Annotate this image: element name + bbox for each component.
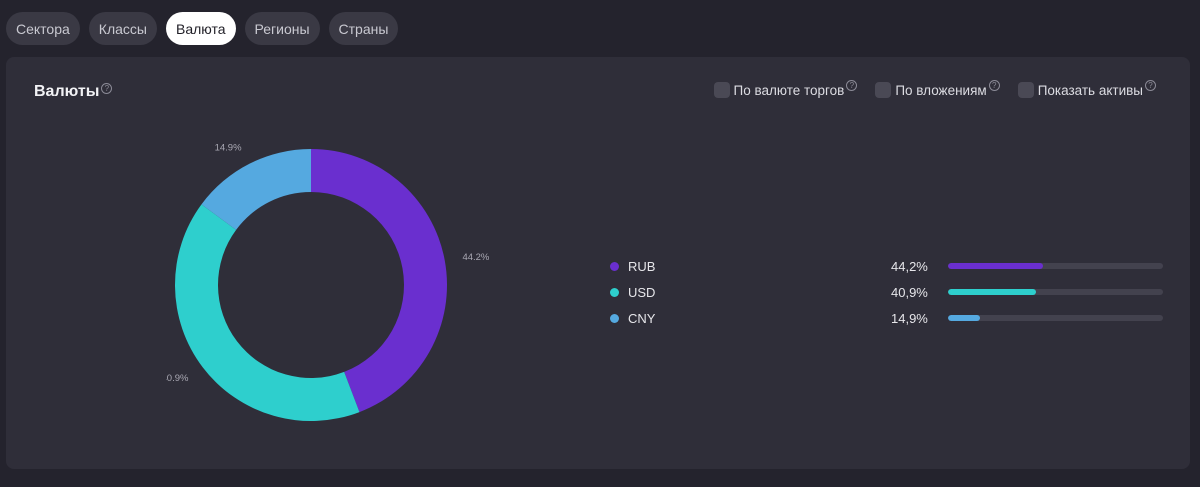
legend-label: CNY [628,310,656,326]
tab-currency[interactable]: Валюта [165,12,236,45]
checkbox-trade-currency[interactable] [713,82,730,98]
chart-legend: RUB USD CNY [610,253,655,331]
filter-show-assets-label: Показать активы [1037,82,1143,98]
bar-fill-usd [948,289,1036,295]
filter-trade-currency-label: По валюте торгов [733,82,845,98]
help-icon[interactable]: ? [101,83,113,94]
chart-bars: 44,2% 40,9% 14,9% [886,253,1163,331]
filter-trade-currency[interactable]: По валюте торгов ? [713,80,858,98]
bar-row-rub: 44,2% [886,253,1163,279]
slice-label-rub: 44.2% [462,252,489,263]
slice-label-usd: 40.9% [166,373,189,384]
tab-countries[interactable]: Страны [328,12,399,45]
card-title: Валюты [34,83,100,100]
currency-card: Валюты ? По валюте торгов ? По вложениям… [6,57,1190,469]
bar-percent: 40,9% [891,284,928,300]
legend-item-rub: RUB [610,253,655,279]
legend-item-usd: USD [610,279,655,305]
bar-track [948,263,1163,269]
bar-track [948,315,1163,321]
filters: По валюте торгов ? По вложениям ? Показа… [713,80,1156,98]
legend-dot [610,261,619,271]
tab-bar: Сектора Классы Валюта Регионы Страны [6,12,399,45]
bar-fill-cny [948,315,981,321]
legend-dot [610,287,619,297]
bar-percent: 44,2% [891,258,928,274]
legend-item-cny: CNY [610,305,655,331]
legend-dot [610,313,619,323]
bar-row-cny: 14,9% [886,305,1163,331]
legend-label: RUB [628,258,656,274]
help-icon[interactable]: ? [846,80,858,91]
help-icon[interactable]: ? [988,80,1000,91]
card-title-wrap: Валюты ? [34,83,113,101]
tab-sectors[interactable]: Сектора [6,12,80,45]
tab-regions[interactable]: Регионы [244,12,320,45]
filter-investments[interactable]: По вложениям ? [875,80,1000,98]
checkbox-show-assets[interactable] [1017,82,1034,98]
donut-slice-rub[interactable] [311,149,447,413]
filter-show-assets[interactable]: Показать активы ? [1017,80,1156,98]
bar-percent: 14,9% [891,310,928,326]
donut-slice-usd[interactable] [174,204,360,421]
bar-fill-rub [948,263,1044,269]
donut-slice-cny[interactable] [201,149,311,230]
slice-label-cny: 14.9% [215,143,242,154]
filter-investments-label: По вложениям [895,82,987,98]
checkbox-investments[interactable] [875,82,892,98]
bar-track [948,289,1163,295]
help-icon[interactable]: ? [1145,80,1156,91]
legend-label: USD [628,284,656,300]
bar-row-usd: 40,9% [886,279,1163,305]
donut-chart: 44.2% 40.9% 14.9% [166,143,490,421]
tab-classes[interactable]: Классы [88,12,157,45]
